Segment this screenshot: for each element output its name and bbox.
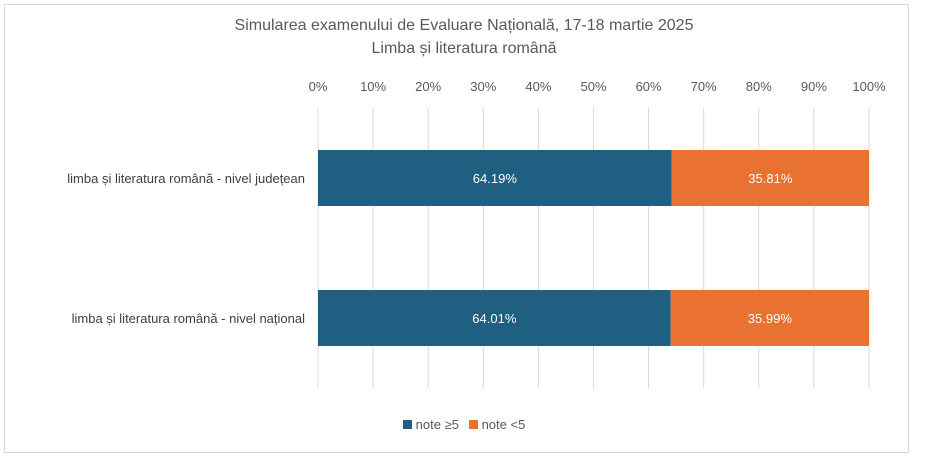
legend-item-note-fail: note <5 <box>468 417 526 432</box>
legend-swatch-note-fail <box>468 420 478 429</box>
x-tick-label: 100% <box>852 79 886 94</box>
bar-segment <box>670 290 869 346</box>
x-tick-label: 30% <box>470 79 496 94</box>
category-label: limba și literatura română - nivel națio… <box>72 311 305 326</box>
x-tick-label: 50% <box>580 79 606 94</box>
legend-label-note-pass: note ≥5 <box>415 417 459 432</box>
data-label: 64.01% <box>472 311 517 326</box>
data-label: 64.19% <box>473 171 518 186</box>
legend-swatch-note-pass <box>402 420 412 429</box>
chart-subtitle: Limba și literatura română <box>371 40 557 57</box>
bar-segment <box>318 290 671 346</box>
x-tick-label: 60% <box>636 79 662 94</box>
legend-item-note-pass: note ≥5 <box>402 417 459 432</box>
x-tick-label: 80% <box>746 79 772 94</box>
chart-frame <box>4 4 909 453</box>
legend-label-note-fail: note <5 <box>481 417 526 432</box>
x-tick-label: 20% <box>415 79 441 94</box>
data-label: 35.81% <box>748 171 793 186</box>
bar-segment <box>671 150 869 206</box>
x-tick-label: 40% <box>525 79 551 94</box>
x-tick-label: 0% <box>309 79 328 94</box>
x-tick-label: 90% <box>801 79 827 94</box>
x-tick-label: 70% <box>691 79 717 94</box>
data-label: 35.99% <box>748 311 793 326</box>
chart-title: Simularea examenului de Evaluare Naționa… <box>234 17 694 34</box>
bar-segment <box>318 150 672 206</box>
x-tick-label: 10% <box>360 79 386 94</box>
legend: note ≥5 note <5 <box>0 417 928 432</box>
category-label: limba și literatura română - nivel județ… <box>67 171 305 186</box>
